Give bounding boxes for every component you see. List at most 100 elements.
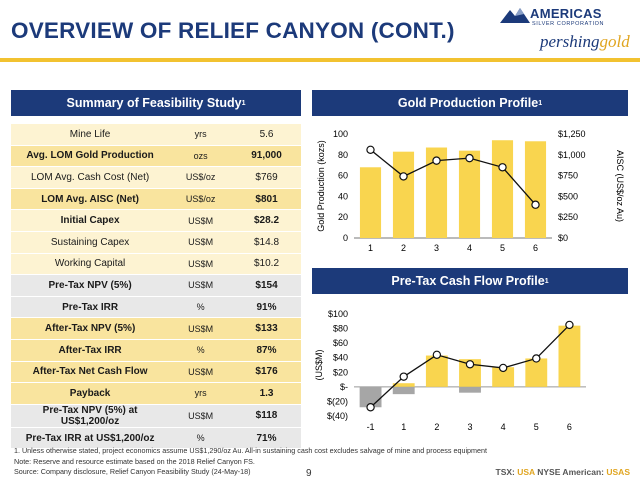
x-tick-label: 3 bbox=[467, 422, 472, 432]
y-right-axis-label: AISC (US$/oz Au) bbox=[615, 150, 625, 222]
aisc-point bbox=[531, 200, 540, 209]
summary-label: After-Tax Net Cash Flow bbox=[11, 361, 170, 384]
y-tick-label: 80 bbox=[338, 150, 348, 160]
summary-value: $14.8 bbox=[232, 231, 301, 254]
summary-row: Sustaining Capex US$M $14.8 bbox=[11, 231, 301, 254]
y-tick-label: 0 bbox=[343, 233, 348, 243]
aisc-point bbox=[366, 145, 375, 155]
y-right-tick-label: $1,000 bbox=[558, 150, 586, 160]
summary-label: LOM Avg. Cash Cost (Net) bbox=[11, 166, 170, 189]
y-tick-label: $(20) bbox=[327, 396, 348, 406]
x-tick-label: 4 bbox=[467, 243, 472, 253]
y-tick-label: $- bbox=[340, 382, 348, 392]
summary-row: Payback yrs 1.3 bbox=[11, 382, 301, 405]
y-tick-label: 40 bbox=[338, 191, 348, 201]
production-bar bbox=[359, 167, 382, 238]
summary-unit: US$M bbox=[169, 274, 233, 297]
summary-row: LOM Avg. Cash Cost (Net) US$/oz $769 bbox=[11, 166, 301, 189]
cash-flow-point bbox=[565, 320, 574, 330]
summary-label: Initial Capex bbox=[11, 209, 170, 232]
title-rule bbox=[0, 58, 640, 62]
summary-row: LOM Avg. AISC (Net) US$/oz $801 bbox=[11, 188, 301, 211]
summary-unit: % bbox=[169, 427, 233, 450]
summary-row: Pre-Tax IRR at US$1,200/oz% 71% bbox=[11, 427, 301, 450]
summary-row: Pre-Tax NPV (5%) US$M $154 bbox=[11, 274, 301, 297]
cash-flow-bar bbox=[492, 367, 515, 387]
x-tick-label: 5 bbox=[500, 243, 505, 253]
x-tick-label: 2 bbox=[434, 422, 439, 432]
footnote-2: Note: Reserve and resource estimate base… bbox=[14, 457, 255, 466]
summary-row: Pre-Tax NPV (5%) at US$1,200/oz US$M $118 bbox=[11, 404, 301, 428]
summary-unit: US$/oz bbox=[169, 166, 233, 189]
x-tick-label: 1 bbox=[401, 422, 406, 432]
summary-value: 1.3 bbox=[232, 382, 301, 405]
y-axis-label: (US$M) bbox=[314, 349, 324, 380]
summary-label: LOM Avg. AISC (Net) bbox=[11, 188, 170, 211]
summary-value: $176 bbox=[232, 361, 301, 384]
summary-row: Pre-Tax IRR% 91% bbox=[11, 296, 301, 319]
summary-row: Mine Life yrs 5.6 bbox=[11, 124, 301, 146]
production-bar bbox=[392, 151, 415, 238]
summary-row: Working Capital US$M $10.2 bbox=[11, 253, 301, 276]
brand-wordmark: pershinggold bbox=[540, 32, 630, 51]
y-right-tick-label: $500 bbox=[558, 191, 578, 201]
y-tick-label: 20 bbox=[338, 212, 348, 222]
summary-unit: yrs bbox=[169, 124, 233, 146]
summary-label: Pre-Tax NPV (5%) bbox=[11, 274, 170, 297]
summary-value: $10.2 bbox=[232, 253, 301, 276]
summary-unit: US$/oz bbox=[169, 188, 233, 211]
x-tick-label: 1 bbox=[368, 243, 373, 253]
aisc-point bbox=[399, 172, 408, 181]
summary-table: Mine Life yrs 5.6 Avg. LOM Gold Production o… bbox=[11, 124, 301, 450]
x-tick-label: 4 bbox=[501, 422, 506, 432]
production-bar bbox=[425, 147, 448, 238]
x-tick-label: 6 bbox=[533, 243, 538, 253]
footnote-3: Source: Company disclosure, Relief Canyo… bbox=[14, 467, 251, 476]
y-tick-label: $80 bbox=[333, 324, 348, 334]
summary-label: Sustaining Capex bbox=[11, 231, 170, 254]
cash-flow-bar bbox=[425, 355, 448, 387]
y-axis-label: Gold Production (kozs) bbox=[316, 140, 326, 232]
y-tick-label: $60 bbox=[333, 338, 348, 348]
summary-row: After-Tax Net Cash Flow US$M $176 bbox=[11, 361, 301, 384]
x-tick-label: -1 bbox=[367, 422, 375, 432]
page-title: OVERVIEW OF RELIEF CANYON (CONT.) bbox=[11, 18, 455, 43]
y-right-tick-label: $750 bbox=[558, 171, 578, 181]
aisc-point bbox=[498, 163, 507, 172]
aisc-line bbox=[370, 149, 536, 206]
summary-row: After-Tax IRR% 87% bbox=[11, 339, 301, 362]
cash-flow-bar bbox=[558, 325, 581, 387]
logo-line1: AMERICAS bbox=[530, 6, 602, 21]
footnote-1: 1. Unless otherwise stated, project econ… bbox=[14, 446, 488, 455]
summary-label: After-Tax IRR bbox=[11, 339, 170, 362]
page-number: 9 bbox=[306, 468, 312, 479]
logo-line2: SILVER CORPORATION bbox=[532, 21, 605, 27]
summary-unit: US$M bbox=[169, 317, 233, 340]
summary-value: $769 bbox=[232, 166, 301, 189]
cash-flow-point bbox=[532, 354, 541, 363]
gold-production-heading: Gold Production Profile 1 bbox=[312, 90, 628, 116]
summary-row: Avg. LOM Gold Production ozs 91,000 bbox=[11, 145, 301, 168]
y-tick-label: $(40) bbox=[327, 411, 348, 421]
cash-flow-heading: Pre-Tax Cash Flow Profile 1 bbox=[312, 268, 628, 294]
summary-label: Avg. LOM Gold Production bbox=[11, 145, 170, 168]
summary-unit: US$M bbox=[169, 361, 233, 384]
summary-label: Pre-Tax IRR bbox=[11, 296, 170, 319]
x-tick-label: 5 bbox=[534, 422, 539, 432]
y-right-tick-label: $1,250 bbox=[558, 129, 586, 139]
summary-row: After-Tax NPV (5%) US$M $133 bbox=[11, 317, 301, 340]
aisc-point bbox=[432, 156, 441, 165]
summary-row: Initial Capex US$M $28.2 bbox=[11, 209, 301, 232]
cash-flow-point bbox=[399, 372, 408, 381]
production-bar bbox=[491, 140, 514, 238]
gold-production-chart: 0 20 40 60 80 100 $0 $250 $500 $750 $1,000 $1,250 1 2… bbox=[316, 129, 625, 253]
summary-label: Working Capital bbox=[11, 253, 170, 276]
summary-value: 5.6 bbox=[232, 124, 301, 146]
summary-value: $118 bbox=[232, 404, 301, 428]
summary-value: 91,000 bbox=[232, 145, 301, 168]
cash-flow-bar bbox=[392, 383, 415, 387]
summary-value: $801 bbox=[232, 188, 301, 211]
cash-flow-bar bbox=[525, 358, 548, 387]
capex-bar bbox=[392, 386, 415, 395]
summary-heading: Summary of Feasibility Study 1 bbox=[11, 90, 301, 116]
